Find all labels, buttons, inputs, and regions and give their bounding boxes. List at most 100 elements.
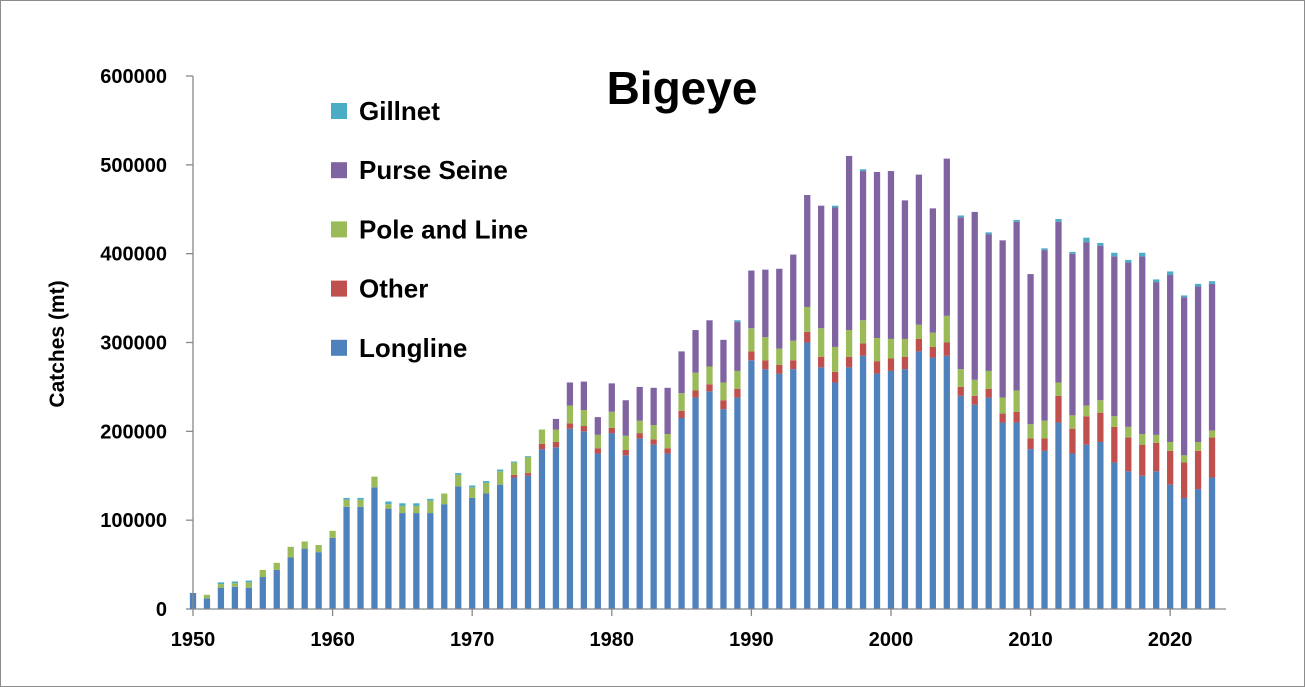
bar-other-2020 xyxy=(1167,450,1174,485)
bar-gillnet-1973 xyxy=(510,461,518,463)
bar-pole-and-line-1992 xyxy=(776,348,783,365)
bar-pole-and-line-2008 xyxy=(999,397,1006,414)
bar-gillnet-2020 xyxy=(1167,271,1174,275)
bar-longline-1963 xyxy=(371,487,378,609)
bar-purse-seine-1978 xyxy=(580,381,588,411)
bar-pole-and-line-1952 xyxy=(217,584,225,588)
bar-longline-1975 xyxy=(538,449,546,609)
bar-pole-and-line-1957 xyxy=(287,546,294,558)
bar-pole-and-line-1995 xyxy=(818,328,825,357)
bar-purse-seine-1995 xyxy=(818,205,825,329)
bar-pole-and-line-1967 xyxy=(427,500,434,514)
bar-other-2010 xyxy=(1027,438,1034,450)
bar-other-2005 xyxy=(957,386,964,396)
bar-gillnet-2011 xyxy=(1041,248,1048,251)
bar-pole-and-line-1998 xyxy=(859,320,867,344)
bar-longline-1995 xyxy=(818,367,825,609)
bar-longline-1971 xyxy=(483,493,490,609)
bar-pole-and-line-2000 xyxy=(887,338,895,359)
bar-longline-2011 xyxy=(1041,450,1048,609)
bar-pole-and-line-2019 xyxy=(1153,434,1160,443)
bar-gillnet-2021 xyxy=(1180,295,1188,298)
bar-gillnet-1954 xyxy=(245,580,252,583)
bar-purse-seine-1979 xyxy=(594,417,601,435)
bar-purse-seine-2018 xyxy=(1139,256,1146,434)
bar-purse-seine-2014 xyxy=(1083,242,1090,406)
bar-pole-and-line-1981 xyxy=(622,435,629,450)
bar-pole-and-line-2004 xyxy=(943,315,950,343)
bar-purse-seine-2002 xyxy=(915,174,923,325)
bar-pole-and-line-2006 xyxy=(971,379,978,396)
bar-pole-and-line-1980 xyxy=(608,411,615,428)
bar-purse-seine-1996 xyxy=(831,207,839,347)
bar-longline-1986 xyxy=(692,397,699,609)
bar-longline-2016 xyxy=(1111,462,1118,609)
bar-longline-1985 xyxy=(678,418,685,609)
bar-pole-and-line-2021 xyxy=(1180,455,1188,463)
bar-longline-2017 xyxy=(1125,471,1132,609)
bar-longline-1962 xyxy=(357,506,364,609)
bar-pole-and-line-1982 xyxy=(636,420,643,434)
bar-pole-and-line-1976 xyxy=(552,429,560,442)
y-tick-label: 0 xyxy=(156,599,167,621)
x-tick-label: 2020 xyxy=(1148,629,1193,651)
bar-longline-2018 xyxy=(1139,475,1146,609)
bar-longline-1959 xyxy=(315,552,322,609)
bar-longline-1976 xyxy=(552,447,560,609)
bar-longline-1951 xyxy=(203,598,211,609)
bar-gillnet-2005 xyxy=(957,215,964,218)
bar-pole-and-line-1989 xyxy=(734,370,741,389)
bar-pole-and-line-1964 xyxy=(385,504,392,509)
bar-purse-seine-2012 xyxy=(1055,221,1062,383)
bar-longline-1999 xyxy=(873,373,881,609)
bar-purse-seine-1981 xyxy=(622,400,629,436)
bar-other-2011 xyxy=(1041,438,1048,451)
bar-pole-and-line-1994 xyxy=(804,306,811,332)
bar-longline-1961 xyxy=(343,506,350,609)
y-tick-label: 500000 xyxy=(100,155,167,177)
bar-other-1985 xyxy=(678,410,685,419)
bar-purse-seine-1992 xyxy=(776,268,783,349)
bar-gillnet-2018 xyxy=(1139,252,1146,257)
bar-pole-and-line-1997 xyxy=(845,330,853,357)
y-tick-label: 400000 xyxy=(100,244,167,266)
bar-longline-2002 xyxy=(915,351,923,609)
bar-pole-and-line-2003 xyxy=(929,332,936,347)
bar-longline-1994 xyxy=(804,342,811,609)
bar-longline-1972 xyxy=(496,484,504,609)
bar-pole-and-line-1978 xyxy=(580,410,588,427)
bar-pole-and-line-1966 xyxy=(413,505,420,514)
bar-longline-1957 xyxy=(287,557,294,609)
bar-purse-seine-2015 xyxy=(1097,245,1104,401)
legend-label-pole-and-line: Pole and Line xyxy=(359,214,528,244)
bar-pole-and-line-1962 xyxy=(357,499,364,507)
bar-gillnet-1998 xyxy=(859,169,867,172)
bar-other-1982 xyxy=(636,433,643,439)
bar-purse-seine-1988 xyxy=(720,339,727,383)
bar-purse-seine-2019 xyxy=(1153,282,1160,435)
bar-pole-and-line-1965 xyxy=(399,505,406,514)
bar-longline-1968 xyxy=(441,504,448,609)
y-axis-ticks: 0 100000 200000 300000 400000 500000 600000 xyxy=(100,66,193,621)
bar-gillnet-2015 xyxy=(1097,243,1104,246)
bar-pole-and-line-1973 xyxy=(510,462,518,475)
bar-purse-seine-1991 xyxy=(762,269,769,338)
y-tick-label: 600000 xyxy=(100,66,167,88)
bar-pole-and-line-2016 xyxy=(1111,416,1118,427)
bar-longline-1970 xyxy=(469,497,476,609)
bar-longline-2009 xyxy=(1013,422,1020,609)
bar-purse-seine-2011 xyxy=(1041,250,1048,421)
bar-other-2000 xyxy=(887,358,895,371)
bar-longline-1984 xyxy=(664,453,671,609)
bar-pole-and-line-1958 xyxy=(301,541,308,549)
legend-label-gillnet: Gillnet xyxy=(359,96,440,126)
bar-longline-1969 xyxy=(455,486,462,609)
bar-other-1993 xyxy=(790,360,797,370)
bar-pole-and-line-1974 xyxy=(524,457,532,474)
bar-purse-seine-1986 xyxy=(692,330,699,373)
bar-gillnet-2012 xyxy=(1055,219,1062,222)
bar-purse-seine-1977 xyxy=(566,382,574,406)
bar-other-2001 xyxy=(901,356,909,370)
bar-longline-1973 xyxy=(510,477,518,609)
